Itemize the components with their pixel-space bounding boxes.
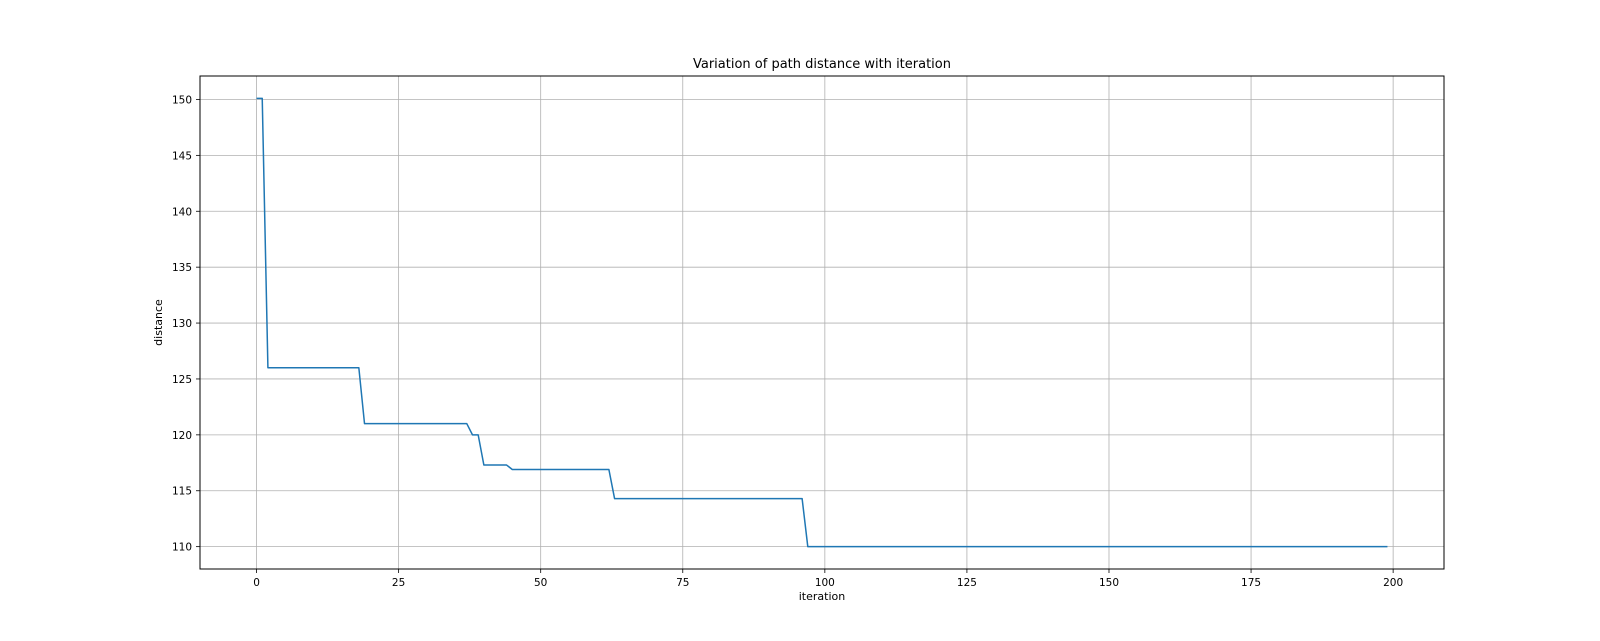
y-axis: 110 115 120 125 130 135 140 145 150 [172,94,200,554]
x-tick-label: 150 [1099,577,1119,589]
y-tick-label: 130 [172,318,192,330]
x-tick-label: 200 [1383,577,1403,589]
y-tick-label: 110 [172,542,192,554]
y-tick-label: 115 [172,486,192,498]
x-tick-label: 100 [815,577,835,589]
y-tick-label: 150 [172,94,192,106]
x-tick-label: 0 [253,577,260,589]
x-tick-label: 75 [676,577,689,589]
y-axis-label: distance [152,299,165,346]
x-tick-label: 50 [534,577,547,589]
series-layer [256,97,1388,548]
chart-title: Variation of path distance with iteratio… [693,57,951,72]
distance-series-line [256,97,1388,548]
y-tick-label: 120 [172,430,192,442]
x-tick-label: 25 [392,577,405,589]
y-tick-label: 140 [172,206,192,218]
grid [200,76,1444,569]
y-tick-label: 145 [172,150,192,162]
y-tick-label: 135 [172,262,192,274]
x-tick-label: 125 [957,577,977,589]
x-tick-label: 175 [1241,577,1261,589]
x-axis: 0 25 50 75 100 125 150 175 200 [253,569,1403,589]
plot-frame [199,75,1445,570]
y-tick-label: 125 [172,374,192,386]
x-axis-label: iteration [799,590,845,603]
